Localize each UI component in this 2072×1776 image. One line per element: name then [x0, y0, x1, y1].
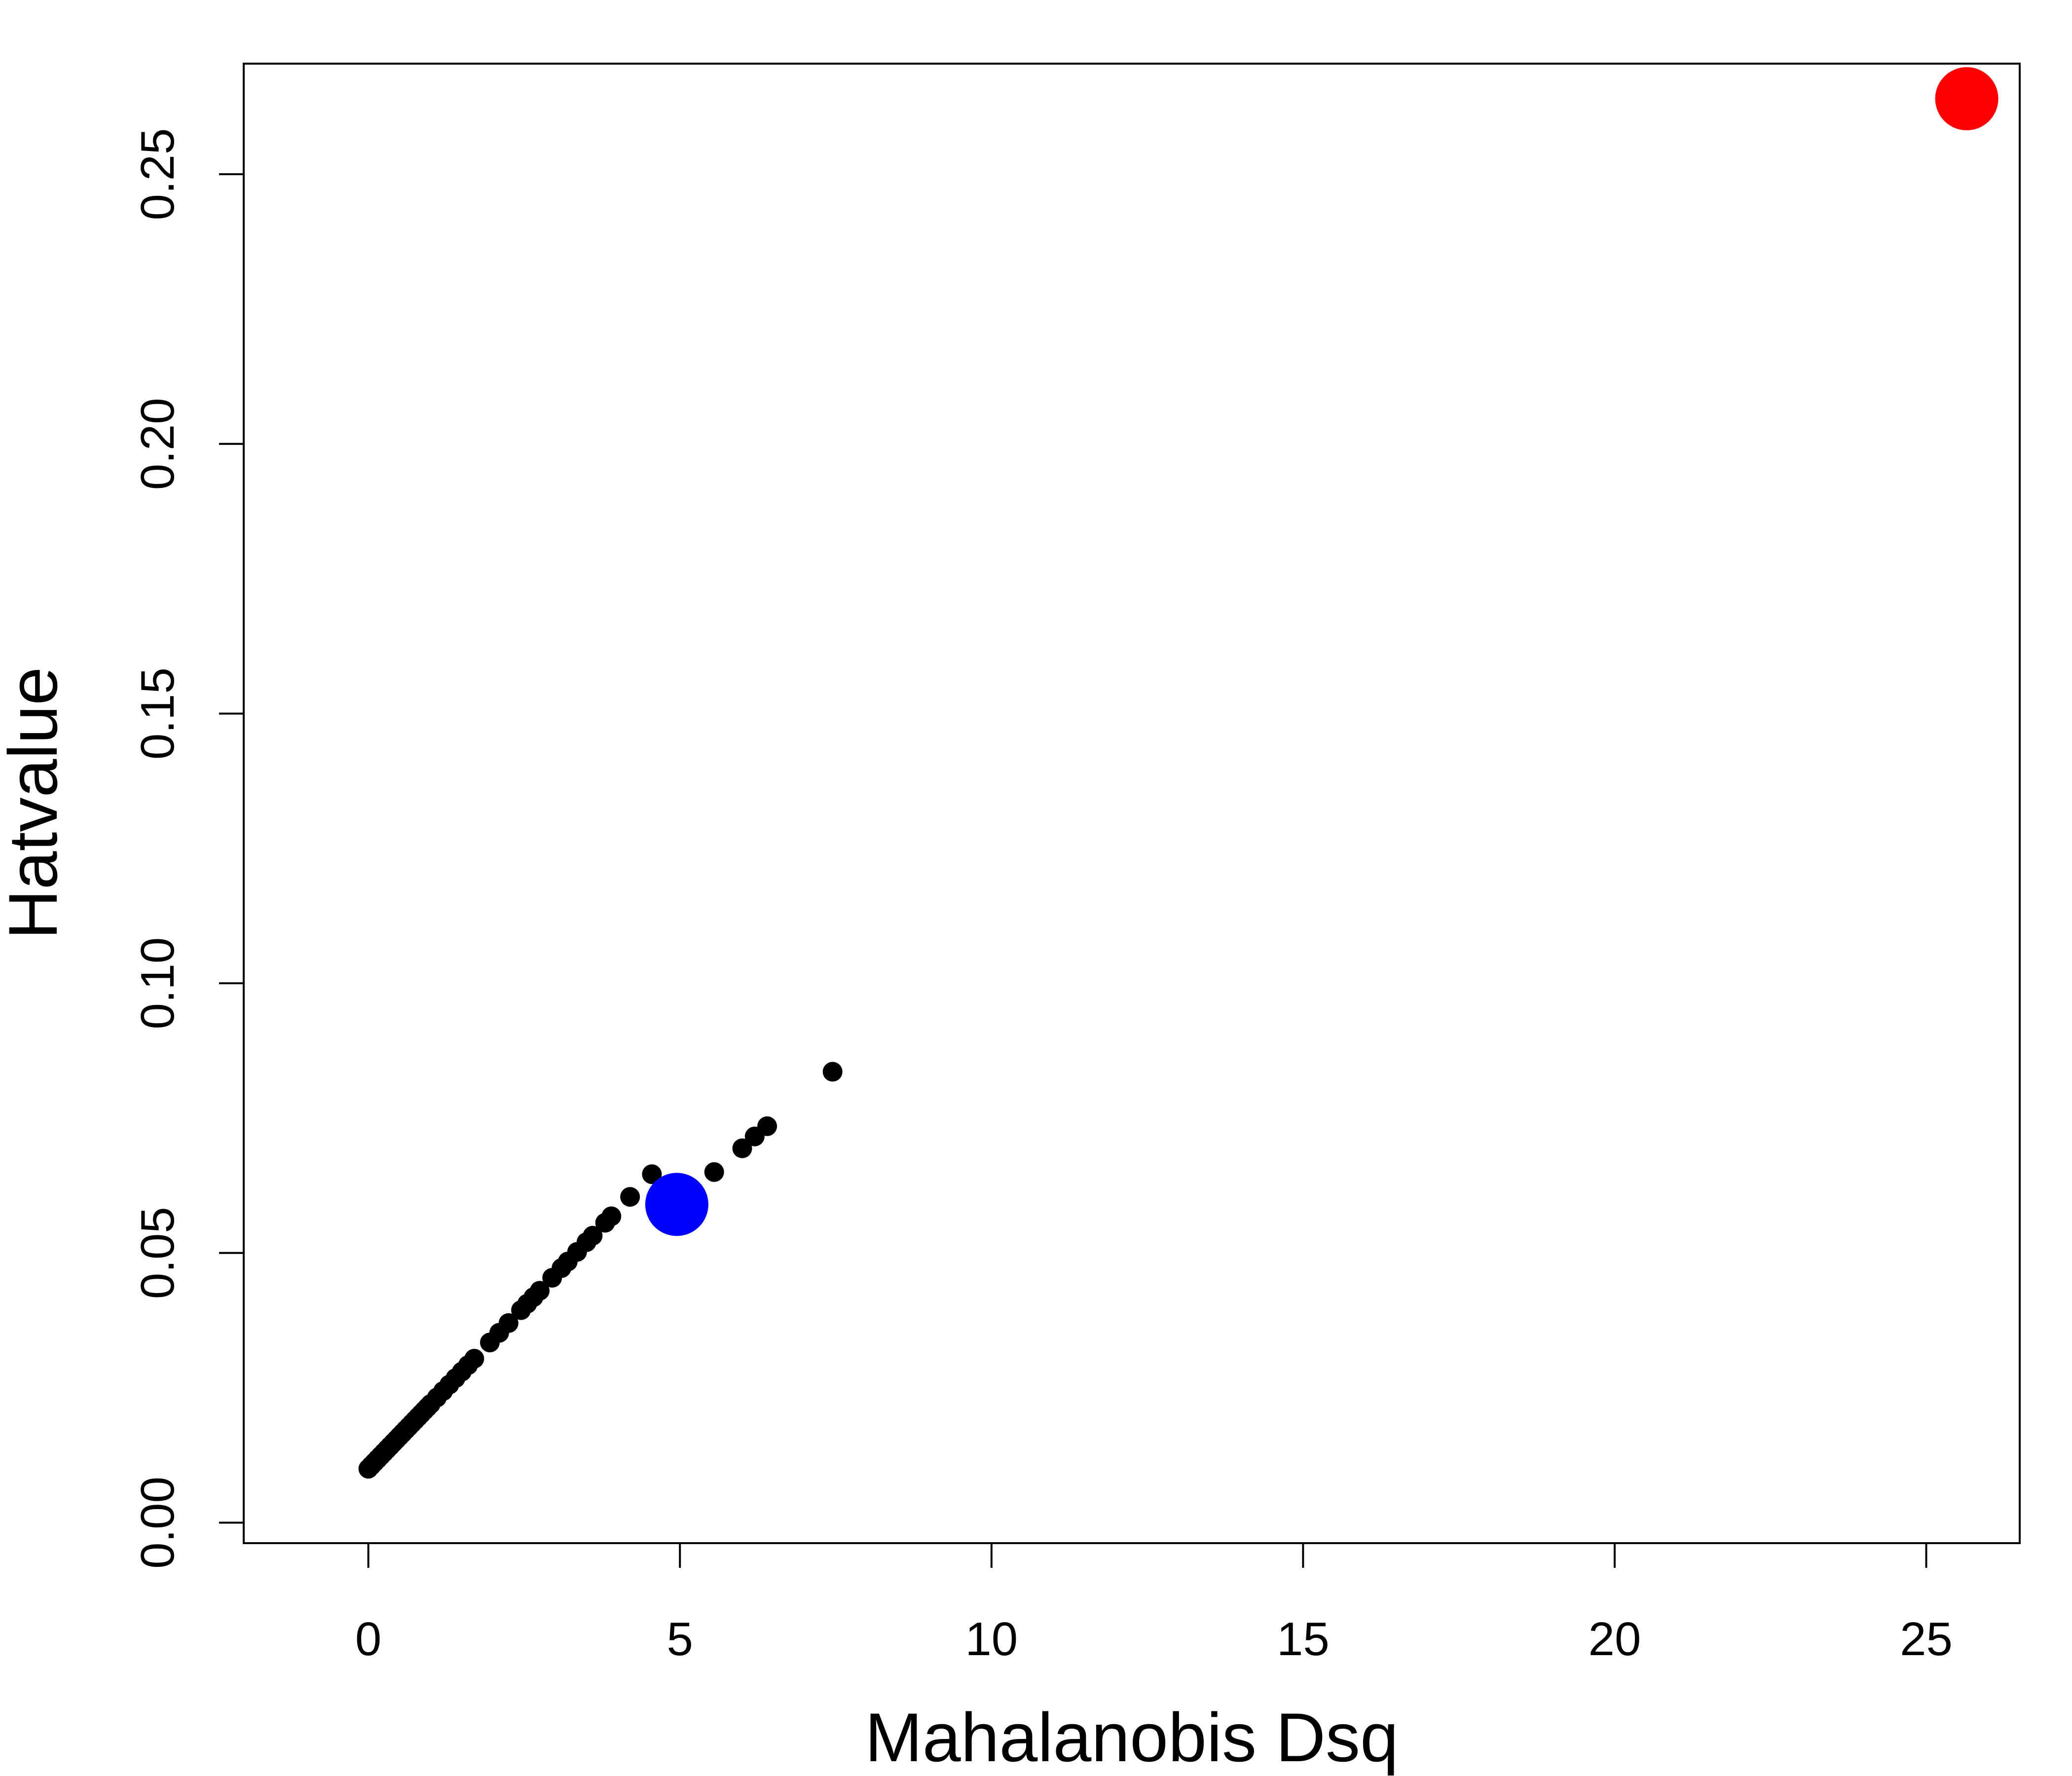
data-point — [732, 1138, 752, 1158]
x-tick-label: 15 — [1277, 1613, 1330, 1665]
data-point — [601, 1206, 622, 1226]
y-tick-label: 0.05 — [131, 1207, 184, 1299]
y-tick-label: 0.20 — [131, 398, 184, 490]
y-tick-label: 0.15 — [131, 667, 184, 760]
data-point — [464, 1349, 484, 1369]
data-point — [757, 1116, 777, 1136]
data-point — [704, 1162, 724, 1182]
x-axis: 0 5 10 15 20 25 — [355, 1542, 1953, 1665]
data-point — [583, 1225, 603, 1246]
y-tick-label: 0.00 — [131, 1477, 184, 1569]
highlighted-point — [645, 1173, 708, 1236]
x-tick-label: 0 — [355, 1613, 381, 1665]
x-tick-label: 10 — [965, 1613, 1018, 1665]
data-point — [620, 1187, 640, 1207]
highlighted-point — [1935, 67, 1998, 131]
y-tick-label: 0.25 — [131, 128, 184, 221]
data-point — [530, 1281, 550, 1301]
x-tick-label: 25 — [1900, 1613, 1953, 1665]
data-point — [498, 1313, 518, 1333]
y-axis-label: Hatvalue — [0, 667, 72, 940]
x-tick-label: 5 — [667, 1613, 693, 1665]
x-axis-label: Mahalanobis Dsq — [865, 1699, 1399, 1776]
x-tick-label: 20 — [1589, 1613, 1641, 1665]
y-tick-label: 0.10 — [131, 937, 184, 1030]
y-axis: 0.00 0.05 0.10 0.15 0.20 0.25 — [131, 128, 245, 1569]
data-point — [822, 1062, 843, 1082]
data-points — [358, 67, 1998, 1479]
data-point — [642, 1164, 662, 1184]
